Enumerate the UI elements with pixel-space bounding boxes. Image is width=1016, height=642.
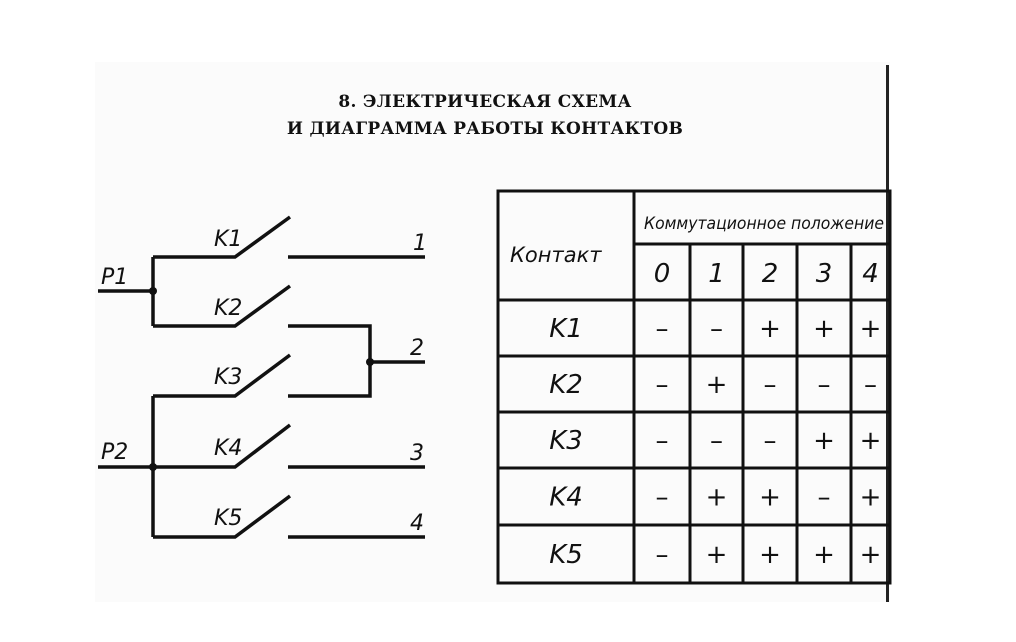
contact-label-k5: K5	[214, 506, 242, 531]
contact-diagram-table: Контакт Коммутационное положение 0 1 2 3 4 K1…	[496, 189, 892, 585]
position-header-cell: 3	[816, 259, 833, 289]
electrical-schematic: P1 P2 K1 K2 K3 K4 K5 1 2 3 4	[98, 215, 427, 539]
page-edge-line	[886, 65, 889, 602]
table-border	[496, 189, 892, 585]
state-cell: –	[764, 370, 777, 400]
contact-header: Контакт	[510, 243, 602, 267]
input-label-p2: P2	[101, 440, 128, 465]
output-label-4: 4	[410, 511, 424, 536]
state-cell: +	[706, 370, 728, 400]
position-header-cell: 4	[862, 259, 879, 289]
switch-k5	[153, 494, 292, 539]
junction-output-2	[366, 358, 374, 366]
state-cell: +	[860, 426, 882, 456]
switch-k1	[153, 215, 292, 259]
output-wire-2-bus	[288, 324, 372, 398]
output-label-2: 2	[410, 336, 424, 361]
row-contact-label: K1	[549, 314, 583, 344]
switch-k2	[153, 284, 292, 328]
state-cell: +	[813, 426, 835, 456]
switch-k3	[153, 353, 292, 398]
state-cell: +	[706, 483, 728, 513]
state-cell: –	[656, 540, 669, 570]
row-contact-label: K3	[549, 426, 583, 456]
contact-label-k2: K2	[214, 296, 242, 321]
output-label-3: 3	[410, 441, 424, 466]
state-cell: +	[759, 483, 781, 513]
title-line-2: И ДИАГРАММА РАБОТЫ КОНТАКТОВ	[286, 119, 684, 139]
contact-label-k4: K4	[214, 436, 242, 461]
state-cell: –	[710, 426, 723, 456]
position-header-cell: 2	[762, 259, 779, 289]
state-cell: –	[818, 483, 831, 513]
position-header-cell: 1	[708, 259, 725, 289]
state-cell: –	[656, 370, 669, 400]
row-contact-label: K4	[549, 483, 583, 513]
state-cell: –	[710, 314, 723, 344]
row-contact-label: K2	[549, 370, 583, 400]
position-header-cell: 0	[654, 259, 671, 289]
state-cell: +	[706, 540, 728, 570]
switch-k4	[153, 423, 292, 469]
state-cell: +	[813, 540, 835, 570]
state-cell: –	[764, 426, 777, 456]
state-cell: +	[860, 314, 882, 344]
state-cell: +	[759, 314, 781, 344]
state-cell: –	[656, 483, 669, 513]
contact-label-k1: K1	[214, 227, 242, 252]
state-cell: –	[656, 314, 669, 344]
contact-label-k3: K3	[214, 365, 242, 390]
state-cell: +	[813, 314, 835, 344]
state-cell: –	[864, 370, 877, 400]
row-contact-label: K5	[549, 540, 583, 570]
title-line-1: 8. ЭЛЕКТРИЧЕСКАЯ СХЕМА	[338, 92, 632, 112]
scanned-page	[95, 62, 890, 602]
position-header: Коммутационное положение	[644, 214, 884, 234]
state-cell: +	[860, 540, 882, 570]
state-cell: +	[860, 483, 882, 513]
state-cell: +	[759, 540, 781, 570]
input-label-p1: P1	[101, 265, 128, 290]
state-cell: –	[656, 426, 669, 456]
output-label-1: 1	[413, 231, 427, 256]
state-cell: –	[818, 370, 831, 400]
